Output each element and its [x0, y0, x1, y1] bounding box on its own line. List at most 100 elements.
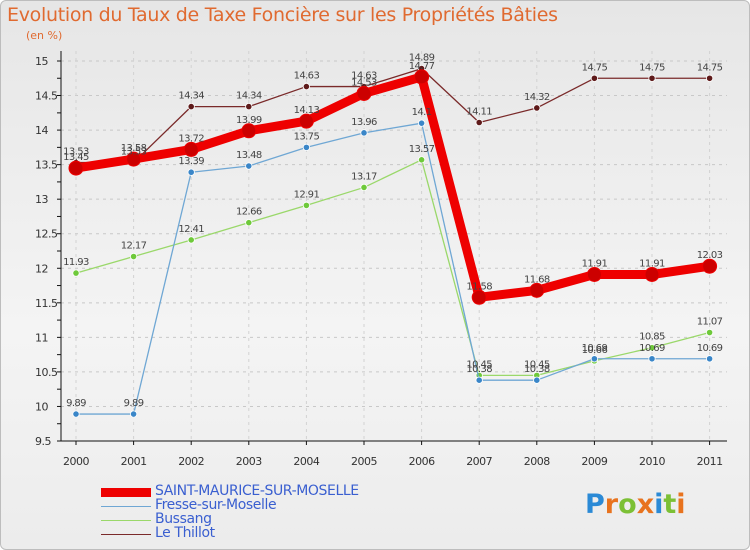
data-label: 10.38 — [524, 364, 550, 375]
data-label: 12.66 — [236, 207, 262, 218]
data-label: 13.99 — [236, 115, 262, 126]
x-tick-label: 2006 — [409, 455, 435, 468]
data-point — [126, 151, 142, 167]
data-point — [187, 236, 195, 244]
legend-label: Fresse-sur-Moselle — [155, 497, 277, 513]
data-label: 14.32 — [524, 92, 550, 103]
series-line — [75, 67, 711, 164]
data-label: 13.48 — [236, 150, 262, 161]
data-label: 14.34 — [178, 91, 204, 102]
y-tick-label: 11 — [35, 331, 48, 344]
logo-letter: o — [618, 489, 637, 520]
data-label: 13.53 — [63, 147, 89, 158]
data-point — [590, 74, 599, 82]
x-tick-label: 2001 — [121, 455, 147, 468]
data-point — [241, 123, 257, 139]
data-point — [648, 344, 656, 352]
x-tick-label: 2003 — [236, 455, 262, 468]
data-point — [72, 410, 80, 418]
data-label: 10.69 — [639, 343, 665, 354]
data-point — [648, 355, 656, 363]
data-point — [533, 376, 541, 384]
data-point — [245, 103, 253, 111]
data-point — [705, 355, 714, 363]
data-label: 12.03 — [697, 250, 723, 261]
data-point — [298, 113, 314, 129]
grid — [61, 51, 727, 442]
x-tick-label: 2009 — [581, 455, 607, 468]
data-label: 11.91 — [582, 258, 608, 269]
data-point — [417, 156, 426, 164]
y-tick-label: 15 — [35, 55, 48, 68]
data-label: 11.93 — [63, 257, 89, 268]
data-label: 14.63 — [351, 71, 377, 82]
data-label: 13.96 — [351, 117, 377, 128]
data-label: 10.69 — [582, 343, 608, 354]
legend-swatch — [101, 534, 151, 535]
data-point — [302, 82, 310, 91]
y-tick-label: 14 — [35, 124, 48, 137]
data-label: 9.89 — [66, 398, 86, 409]
data-point — [586, 266, 602, 282]
axes: 9.5 10 10.5 11 11.5 12 12.5 13 13.5 14 14.5 15 2000 2… — [35, 51, 727, 468]
data-label: 14.75 — [582, 62, 608, 73]
data-label: 13.39 — [178, 156, 204, 167]
data-label: 12.41 — [178, 224, 204, 235]
legend-swatch — [101, 488, 151, 497]
data-label: 10.38 — [466, 364, 492, 375]
data-label: 12.91 — [294, 189, 320, 200]
data-point — [471, 289, 487, 305]
data-label: 11.91 — [639, 258, 665, 269]
data-point — [360, 129, 368, 137]
series-line — [75, 122, 711, 415]
data-label: 14.75 — [639, 62, 665, 73]
chart-title: Evolution du Taux de Taxe Foncière sur l… — [7, 4, 558, 26]
y-tick-label: 9.5 — [35, 435, 51, 448]
logo-letter: i — [676, 489, 686, 520]
logo-letter: x — [636, 489, 655, 520]
data-label: 9.89 — [124, 398, 144, 409]
legend-swatch — [101, 520, 151, 521]
proxiti-logo: Proxiti — [585, 489, 686, 520]
data-label: 10.45 — [524, 359, 550, 370]
data-label: 14.53 — [351, 77, 377, 88]
data-label: 14.13 — [294, 105, 320, 116]
data-label: 14.89 — [409, 53, 435, 64]
y-tick-label: 10.5 — [35, 366, 58, 379]
data-label: 10.85 — [639, 332, 665, 343]
logo-letter: t — [663, 489, 677, 520]
data-point — [356, 85, 372, 101]
series-group — [68, 65, 718, 418]
legend-swatch — [101, 506, 151, 507]
data-point — [648, 74, 656, 82]
data-point — [417, 119, 426, 127]
data-label: 14.75 — [697, 62, 723, 73]
data-point — [183, 141, 199, 157]
y-tick-label: 12 — [35, 262, 48, 275]
data-label: 14.77 — [409, 61, 435, 72]
data-point — [702, 258, 718, 274]
data-label: 12.17 — [121, 241, 147, 252]
data-label: 13.58 — [121, 143, 147, 154]
data-point — [302, 143, 310, 151]
y-tick-label: 10 — [35, 400, 48, 413]
data-label: 13.53 — [121, 147, 147, 158]
data-point — [475, 118, 483, 127]
data-point — [68, 160, 84, 176]
y-tick-label: 13 — [35, 193, 48, 206]
series-line — [75, 159, 711, 377]
data-point — [72, 269, 80, 277]
x-tick-label: 2007 — [466, 455, 492, 468]
data-point — [302, 201, 310, 209]
data-point — [414, 69, 430, 85]
unit-label: (en %) — [26, 29, 63, 42]
logo-letter: i — [654, 489, 664, 520]
x-tick-label: 2011 — [697, 455, 723, 468]
data-label: 14.63 — [294, 71, 320, 82]
x-tick-label: 2008 — [524, 455, 550, 468]
data-label: 10.66 — [582, 345, 608, 356]
y-tick-label: 11.5 — [35, 297, 58, 310]
data-point — [475, 376, 483, 384]
